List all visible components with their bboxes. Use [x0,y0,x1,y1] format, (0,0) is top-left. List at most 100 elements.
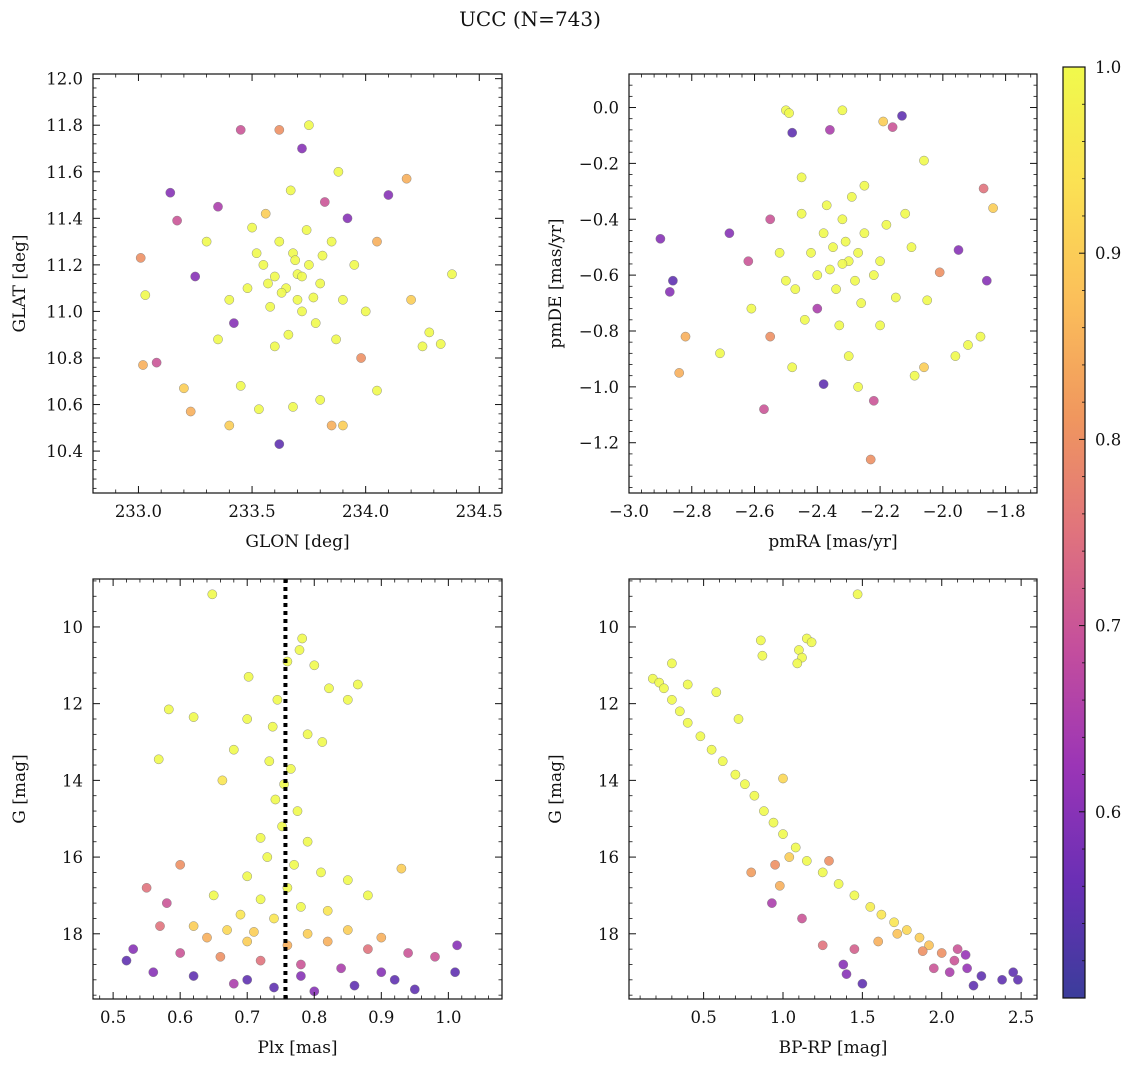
data-point [372,236,382,247]
y-tick-label: 11.8 [46,116,83,135]
data-point [290,255,301,266]
data-point [978,183,989,194]
data-point [730,769,741,780]
x-tick-label: −3.0 [609,502,649,521]
data-point [949,955,960,966]
data-point [450,967,460,978]
y-tick-label: 10 [62,618,83,637]
plot-area [629,74,1037,493]
data-point [749,790,760,801]
data-point [667,658,677,669]
data-point [242,283,253,294]
data-point [235,125,246,135]
colorbar-tick-label: 0.6 [1095,803,1121,822]
data-point [224,294,235,305]
data-point [274,236,285,247]
data-point [759,404,769,415]
data-point [452,940,462,951]
data-point [796,172,807,183]
data-point [934,267,945,278]
y-tick-label: −1.2 [579,434,619,453]
data-point [356,353,366,363]
data-point [812,303,823,314]
data-point [825,125,835,135]
x-tick-label: −2.4 [797,502,837,521]
data-point [859,180,870,191]
x-tick-label: 0.7 [234,1008,260,1027]
data-point [153,754,164,765]
data-point [849,944,860,954]
data-point [675,706,685,717]
data-point [224,420,235,431]
data-point [294,645,305,655]
data-points [121,589,462,997]
data-point [869,395,879,406]
axes-frame [628,73,1038,494]
data-point [936,948,947,958]
data-point [297,633,308,644]
data-point [792,658,803,669]
data-point [188,971,199,981]
data-point [336,963,346,974]
data-point [172,215,182,226]
data-point [659,683,669,694]
data-point [668,275,678,286]
data-point [258,260,269,270]
data-point [175,860,185,870]
data-point [889,917,899,928]
data-point [787,362,798,373]
data-point [263,278,273,289]
data-point [838,959,849,970]
data-point [849,890,860,901]
x-tick-label: −2.2 [860,502,900,521]
data-point [865,454,876,465]
data-point [790,284,801,294]
data-point [254,404,264,415]
x-tick-label: 2.0 [929,1008,955,1027]
data-point [900,208,911,219]
data-point [875,320,885,331]
data-point [267,721,278,732]
data-point [812,270,823,280]
data-point [141,883,152,893]
data-point [208,890,219,901]
y-tick-label: 11.4 [46,209,83,228]
data-point [878,116,889,127]
x-tick-label: 0.6 [167,1008,193,1027]
data-point [655,233,666,244]
data-point [242,871,252,882]
y-tick-label: 11.6 [46,163,83,182]
data-point [997,975,1007,985]
data-point [447,269,457,280]
data-point [875,256,885,267]
data-point [825,264,835,275]
data-point [828,242,838,252]
data-point [740,779,750,790]
figure-title: UCC (N=743) [459,7,601,31]
y-axis-label: pmDE [mas/yr] [546,218,566,348]
data-point [781,275,791,286]
data-point [235,381,246,391]
data-point [891,292,901,303]
data-point [342,213,353,224]
data-point [188,712,199,722]
data-point [743,256,754,267]
data-point [242,975,252,985]
colorbar-tick-label: 1.0 [1095,58,1121,77]
data-point [778,829,788,839]
data-point [837,259,848,269]
data-point [919,362,929,373]
data-point [376,932,387,943]
x-tick-label: 1.0 [435,1008,461,1027]
data-point [260,208,271,219]
data-point [818,379,829,389]
data-point [215,952,226,962]
data-point [765,214,776,225]
data-point [847,192,857,202]
data-point [301,225,312,235]
data-point [1008,967,1019,978]
data-point [853,382,863,392]
data-point [746,303,757,314]
data-point [316,867,326,878]
data-point [135,253,146,263]
